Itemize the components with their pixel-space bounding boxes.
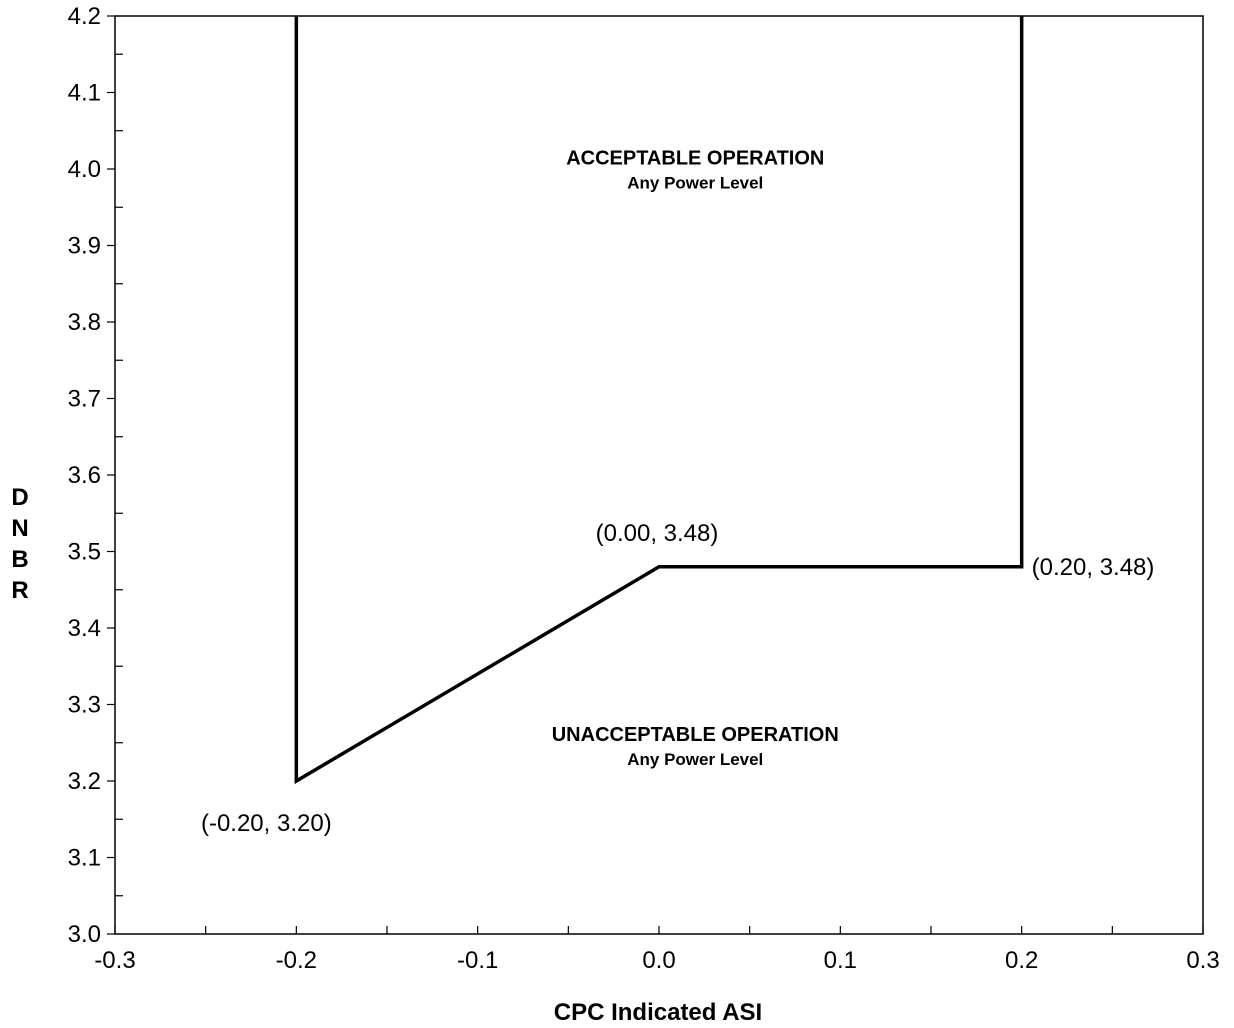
y-tick-label: 3.7 [68, 386, 101, 413]
region-sublabel: Any Power Level [627, 173, 763, 192]
point-labels-group: (-0.20, 3.20) (0.00, 3.48) (0.20, 3.48) [201, 520, 1154, 837]
x-tick-label: 0.1 [824, 947, 857, 974]
y-tick-label: 3.4 [68, 615, 101, 642]
y-axis-title-letter: N [11, 515, 28, 542]
y-tick-label: 4.2 [68, 3, 101, 30]
x-tick-label: -0.1 [457, 947, 498, 974]
annotations-group: ACCEPTABLE OPERATION Any Power Level UNACC… [552, 147, 839, 769]
point-label: (-0.20, 3.20) [201, 810, 332, 837]
x-axis-title: CPC Indicated ASI [554, 999, 762, 1026]
y-tick-label: 3.6 [68, 462, 101, 489]
y-tick-label: 3.9 [68, 233, 101, 260]
y-axis-title-letter: D [11, 484, 28, 511]
x-tick-label: -0.2 [276, 947, 317, 974]
series-line [294, 16, 1024, 785]
series-group [294, 16, 1024, 785]
y-tick-label: 3.1 [68, 845, 101, 872]
y-tick-label: 3.2 [68, 768, 101, 795]
y-axis-title-letter: B [11, 546, 28, 573]
y-tick-label: 3.8 [68, 309, 101, 336]
y-tick-label: 3.3 [68, 692, 101, 719]
y-tick-label: 3.5 [68, 539, 101, 566]
y-tick-label: 3.0 [68, 921, 101, 948]
region-label: UNACCEPTABLE OPERATION [552, 724, 839, 746]
point-label: (0.00, 3.48) [596, 520, 719, 547]
point-label: (0.20, 3.48) [1032, 554, 1155, 581]
x-tick-label: 0.2 [1005, 947, 1038, 974]
x-tick-label: 0.3 [1186, 947, 1219, 974]
x-tick-label: 0.0 [642, 947, 675, 974]
region-label: ACCEPTABLE OPERATION [566, 147, 824, 169]
y-tick-label: 4.1 [68, 80, 101, 107]
y-tick-label: 4.0 [68, 156, 101, 183]
ticks-group: -0.3 -0.2 -0.1 0.0 0.1 0.2 0.3 3.0 3.1 3.2 3.3 3.4 3… [68, 3, 1220, 974]
y-axis-title-letter: R [11, 577, 28, 604]
x-tick-label: -0.3 [94, 947, 135, 974]
region-sublabel: Any Power Level [627, 750, 763, 769]
